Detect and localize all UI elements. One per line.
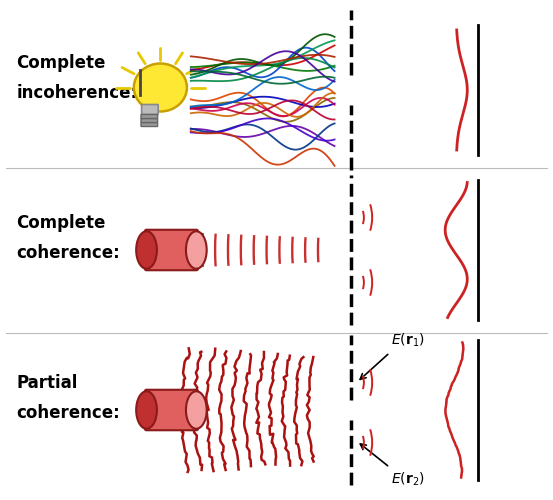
Text: Complete: Complete bbox=[17, 54, 106, 72]
FancyBboxPatch shape bbox=[145, 390, 198, 430]
Text: $E(\mathbf{r}_2)$: $E(\mathbf{r}_2)$ bbox=[391, 471, 425, 488]
Ellipse shape bbox=[136, 231, 157, 269]
Text: $E(\mathbf{r}_1)$: $E(\mathbf{r}_1)$ bbox=[391, 332, 425, 349]
Circle shape bbox=[134, 64, 187, 112]
FancyBboxPatch shape bbox=[141, 118, 158, 122]
Text: Partial: Partial bbox=[17, 374, 78, 392]
Ellipse shape bbox=[186, 391, 207, 428]
Text: incoherence:: incoherence: bbox=[17, 84, 138, 102]
FancyBboxPatch shape bbox=[142, 104, 158, 115]
FancyBboxPatch shape bbox=[141, 114, 158, 118]
Text: coherence:: coherence: bbox=[17, 404, 121, 421]
Text: coherence:: coherence: bbox=[17, 244, 121, 262]
Text: Complete: Complete bbox=[17, 214, 106, 232]
FancyBboxPatch shape bbox=[145, 230, 198, 270]
Ellipse shape bbox=[136, 391, 157, 428]
FancyBboxPatch shape bbox=[141, 122, 158, 126]
Ellipse shape bbox=[186, 231, 207, 269]
